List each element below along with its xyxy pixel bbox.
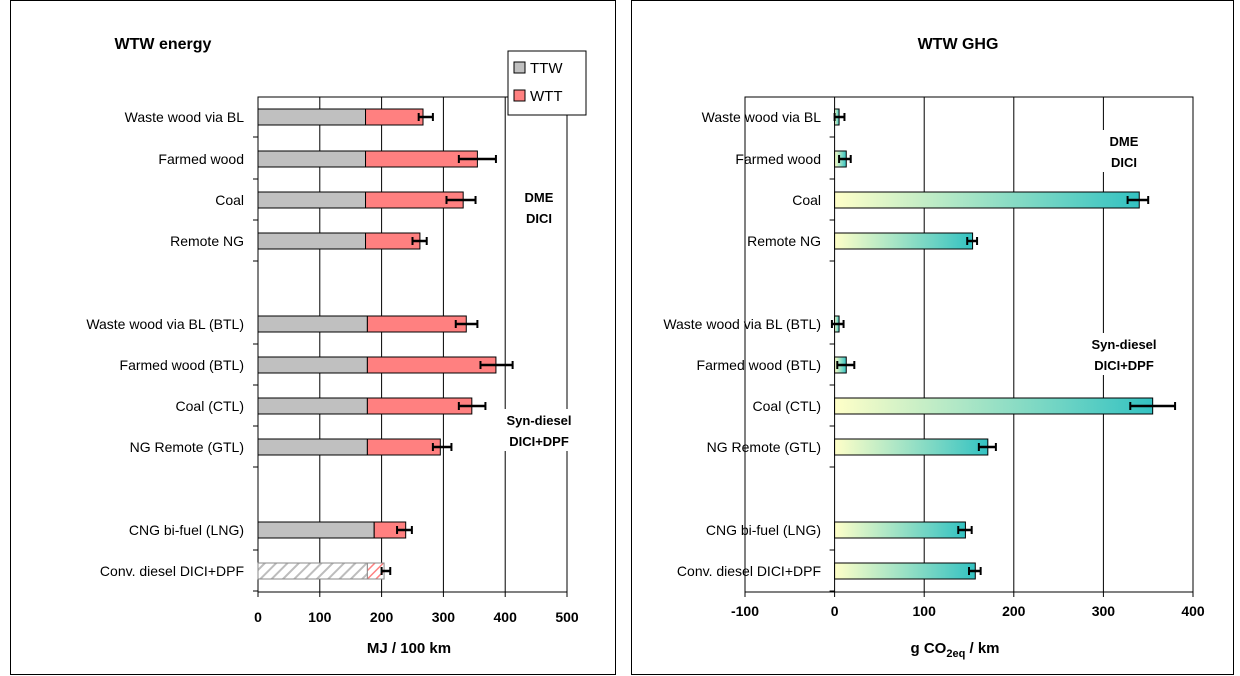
bar-ghg [834,562,976,580]
chart-title: WTW energy [115,36,212,53]
group-label: DME [525,190,554,205]
x-tick-label: 0 [831,603,839,619]
category-label: NG Remote (GTL) [707,439,821,455]
legend-swatch [513,61,526,74]
energy-chart-panel: WTW energy 0 100 200 300 400 500 Waste wood via… [10,0,616,675]
bar-ttw [257,232,367,250]
bar-ghg [834,397,1154,415]
group-label: Syn-diesel [1091,337,1156,352]
group-label: DICI [1111,155,1137,170]
category-label: Farmed wood [735,151,821,167]
bar-ghg [834,191,1140,209]
ghg-chart-panel: WTW GHG -100 0 100 200 300 400 Waste wood via B… [631,0,1234,675]
group-label: DICI [526,211,552,226]
category-label: Waste wood via BL [702,109,822,125]
x-tick-label: 300 [1092,603,1116,619]
bar-ttw [257,397,368,415]
legend-label: WTT [530,88,562,105]
bar-ttw [257,315,368,333]
category-label: Waste wood via BL (BTL) [663,316,821,332]
bar-ttw [257,108,367,126]
category-label: Waste wood via BL [125,109,245,125]
category-label: Remote NG [747,233,821,249]
category-label: Conv. diesel DICI+DPF [677,563,821,579]
category-label: Remote NG [170,233,244,249]
bar-wtt [365,108,424,126]
ghg-chart: WTW GHG -100 0 100 200 300 400 Waste wood via B… [663,36,1205,660]
category-label: Coal [215,192,244,208]
bar-ttw [257,150,367,168]
group-label-bg [514,186,564,228]
category-label: CNG bi-fuel (LNG) [129,522,244,538]
plot-area [257,96,568,593]
energy-chart: WTW energy 0 100 200 300 400 500 Waste wood via… [86,36,587,657]
x-axis-label: MJ / 100 km [367,640,451,657]
legend-label: TTW [530,60,563,77]
category-label: Waste wood via BL (BTL) [86,316,244,332]
group-label: DICI+DPF [1094,358,1154,373]
category-label: Farmed wood [158,151,244,167]
bar-wtt [366,356,497,374]
x-tick-label: 500 [555,609,579,625]
bar-ghg [834,232,974,250]
bar-ttw [257,438,368,456]
bar-ghg [834,521,966,539]
bar-ttw [257,191,367,209]
x-tick-label: 200 [370,609,394,625]
chart-title: WTW GHG [918,36,999,53]
group-label-bg [1081,333,1167,375]
bar-ttw [257,356,368,374]
x-axis-label: g CO2eq / km [911,640,1000,660]
group-label: DICI+DPF [509,434,569,449]
bar-ghg [834,438,989,456]
bar-wtt [366,438,441,456]
x-tick-label: 0 [254,609,262,625]
legend-swatch [513,89,526,102]
x-tick-label: 100 [308,609,332,625]
group-label: DME [1110,134,1139,149]
category-label: Coal [792,192,821,208]
legend: TTW WTT [507,50,587,116]
bar-ttw [257,562,368,580]
plot-area [744,96,1194,593]
bar-ttw [257,521,375,539]
bar-wtt [366,397,473,415]
x-tick-label: 200 [1002,603,1026,619]
x-tick-label: -100 [731,603,759,619]
bar-wtt [366,315,467,333]
group-label-bg [1099,130,1149,172]
x-tick-label: 400 [1181,603,1205,619]
group-label-bg [499,409,579,451]
group-label: Syn-diesel [506,413,571,428]
x-tick-label: 100 [913,603,937,619]
category-label: Coal (CTL) [753,398,821,414]
category-label: Conv. diesel DICI+DPF [100,563,244,579]
x-tick-label: 400 [494,609,518,625]
x-tick-label: 300 [432,609,456,625]
category-label: Farmed wood (BTL) [697,357,821,373]
category-label: Farmed wood (BTL) [120,357,244,373]
category-label: CNG bi-fuel (LNG) [706,522,821,538]
category-label: NG Remote (GTL) [130,439,244,455]
category-label: Coal (CTL) [176,398,244,414]
